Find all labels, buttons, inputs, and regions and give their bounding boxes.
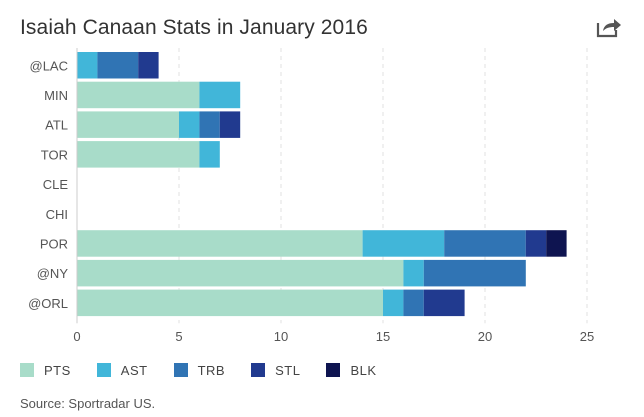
bar-trb[interactable] xyxy=(403,289,424,317)
y-tick-label: MIN xyxy=(44,88,68,103)
bar-pts[interactable] xyxy=(77,111,179,138)
legend-item-stl[interactable]: STL xyxy=(251,363,300,378)
bar-trb[interactable] xyxy=(97,52,139,79)
bar-stl[interactable] xyxy=(525,230,547,257)
y-tick-label: TOR xyxy=(41,147,68,162)
bar-pts[interactable] xyxy=(77,259,404,287)
bar-ast[interactable] xyxy=(199,141,220,168)
share-button[interactable] xyxy=(596,16,622,38)
bar-ast[interactable] xyxy=(77,52,98,79)
legend-swatch xyxy=(326,363,341,377)
chart-legend: PTS AST TRB STL BLK xyxy=(20,361,403,379)
legend-label: PTS xyxy=(44,362,71,378)
bar-ast[interactable] xyxy=(179,111,200,138)
y-tick-label: @NY xyxy=(37,266,69,281)
bar-blk[interactable] xyxy=(546,230,567,257)
chart-title: Isaiah Canaan Stats in January 2016 xyxy=(20,16,368,39)
y-tick-label: CLE xyxy=(43,177,69,192)
x-tick-label: 15 xyxy=(376,329,390,344)
y-tick-label: ATL xyxy=(45,118,68,133)
legend-swatch xyxy=(173,363,188,377)
bar-stl[interactable] xyxy=(423,289,465,317)
y-tick-label: POR xyxy=(40,236,68,251)
bar-ast[interactable] xyxy=(383,289,404,317)
bar-pts[interactable] xyxy=(77,289,383,317)
legend-item-pts[interactable]: PTS xyxy=(20,363,71,378)
x-tick-label: 0 xyxy=(73,329,80,344)
x-tick-label: 10 xyxy=(274,329,288,344)
legend-label: TRB xyxy=(197,362,226,378)
bar-stl[interactable] xyxy=(219,111,241,138)
share-icon xyxy=(596,19,621,38)
legend-swatch xyxy=(251,363,266,377)
bar-pts[interactable] xyxy=(77,81,200,109)
bar-trb[interactable] xyxy=(199,111,220,138)
legend-item-blk[interactable]: BLK xyxy=(326,363,376,378)
legend-swatch xyxy=(96,363,111,377)
x-tick-label: 5 xyxy=(175,329,182,344)
x-tick-label: 25 xyxy=(580,329,594,344)
y-tick-label: CHI xyxy=(46,207,68,222)
y-tick-label: @ORL xyxy=(28,296,68,311)
x-tick-label: 20 xyxy=(478,329,492,344)
source-note: Source: Sportradar US. xyxy=(20,396,156,411)
legend-label: AST xyxy=(120,362,148,378)
bar-trb[interactable] xyxy=(444,230,526,257)
legend-item-ast[interactable]: AST xyxy=(96,362,148,378)
bar-stl[interactable] xyxy=(138,52,159,79)
legend-swatch xyxy=(20,363,34,377)
bar-trb[interactable] xyxy=(423,259,526,287)
bar-pts[interactable] xyxy=(77,141,200,168)
bar-ast[interactable] xyxy=(362,230,445,257)
bar-ast[interactable] xyxy=(199,81,241,109)
legend-label: BLK xyxy=(350,362,377,378)
legend-label: STL xyxy=(275,362,301,378)
bar-pts[interactable] xyxy=(77,230,363,257)
y-tick-label: @LAC xyxy=(30,58,69,73)
bar-ast[interactable] xyxy=(403,259,424,287)
legend-item-trb[interactable]: TRB xyxy=(173,362,226,378)
